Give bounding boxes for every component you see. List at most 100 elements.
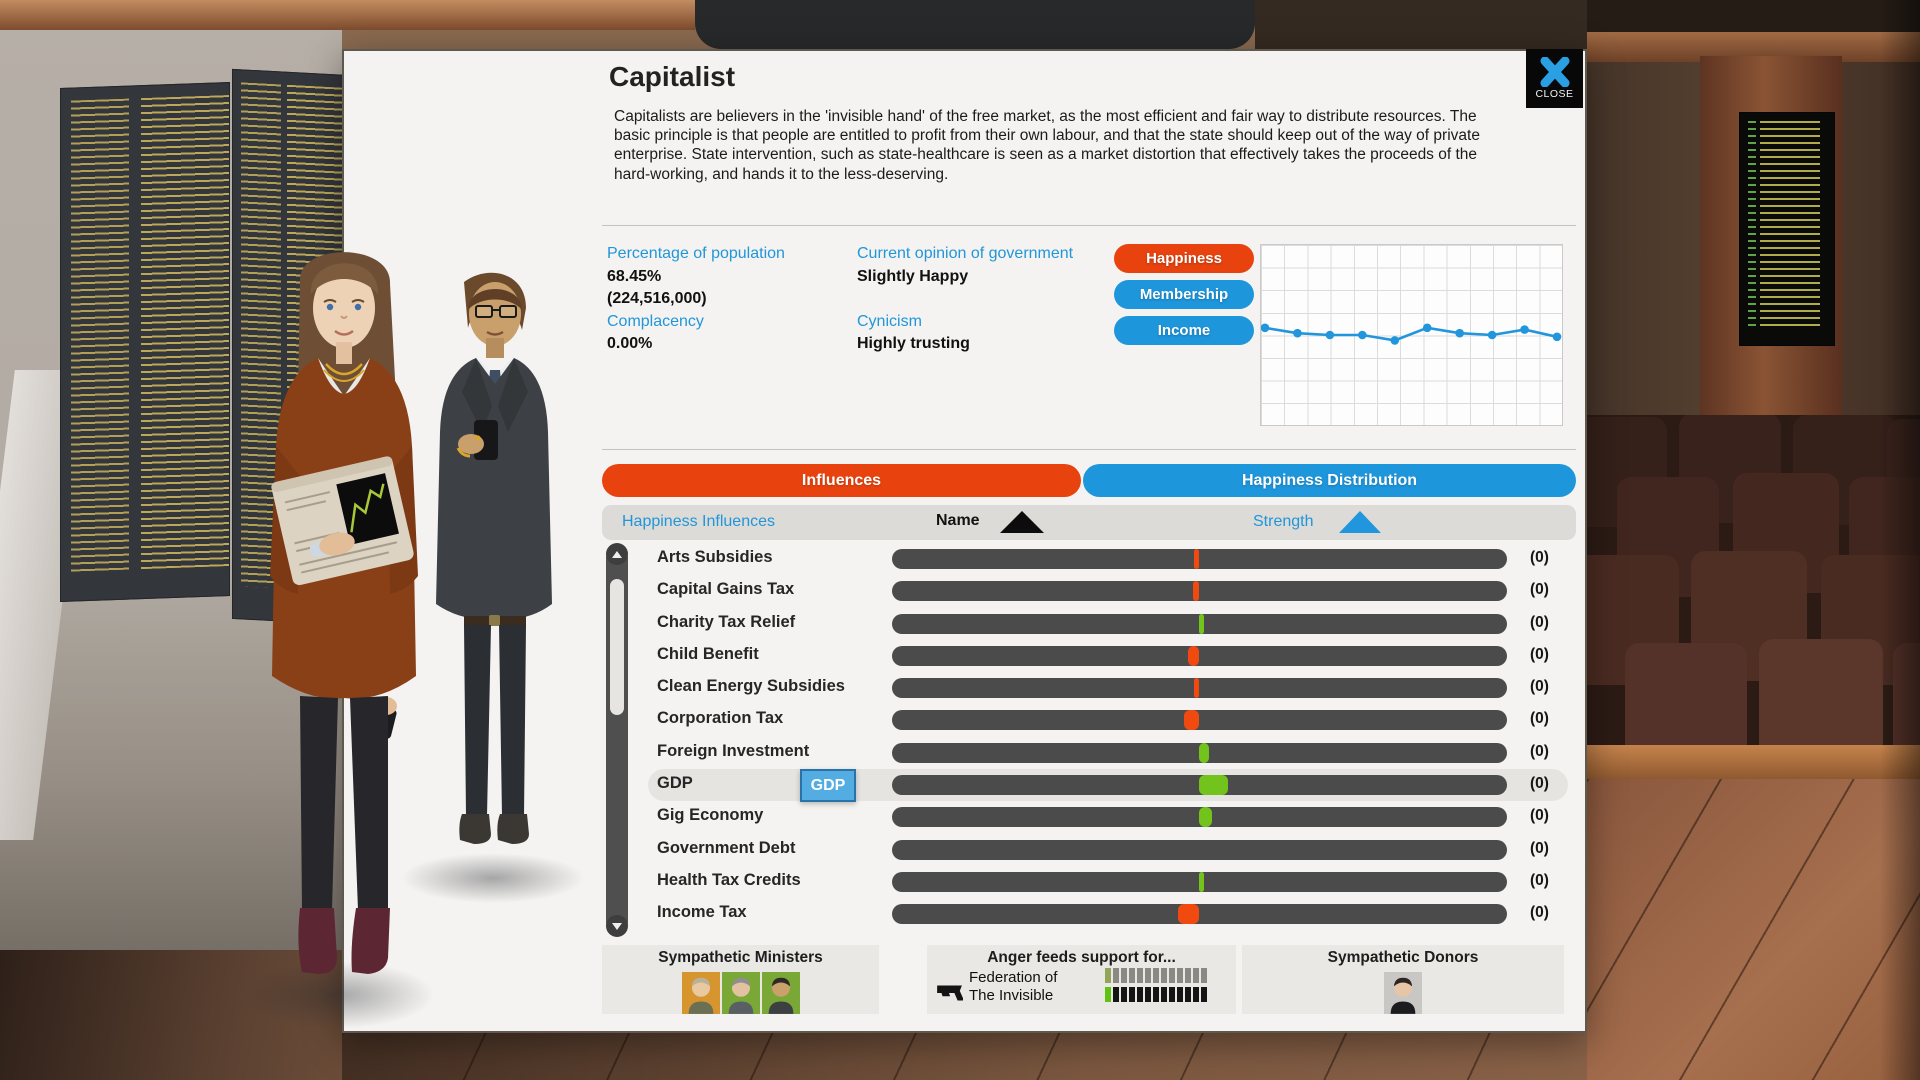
sort-by-strength[interactable]: Strength [1253,513,1314,530]
donor-portrait[interactable] [1384,972,1422,1014]
sympathetic-donors-box: Sympathetic Donors [1242,945,1564,1014]
influence-value: (0) [1530,775,1549,793]
influence-value: (0) [1530,710,1549,728]
support-bar [1105,987,1207,1002]
influence-strength-marker [1193,581,1199,602]
history-chart [1260,244,1563,426]
minister-portrait[interactable] [681,972,720,1014]
sort-strength-triangle-icon[interactable] [1339,511,1381,533]
influence-row[interactable]: GDP (0) GDP [602,769,1576,803]
scroll-down-button[interactable] [606,915,628,937]
influence-strength-marker [1199,807,1212,828]
minister-portrait[interactable] [761,972,800,1014]
right-shadow-edge [1880,0,1920,1080]
right-ceiling [1587,0,1920,32]
influence-name: Government Debt [657,838,796,857]
happiness-button[interactable]: Happiness [1114,244,1254,273]
influence-row[interactable]: Gig Economy (0) [602,801,1576,833]
group-description: Capitalists are believers in the 'invisi… [614,108,1480,183]
divider [602,225,1576,226]
population-stats: Percentage of population 68.45% (224,516… [607,243,785,356]
minister-portrait[interactable] [721,972,760,1014]
influence-strength-marker [1199,742,1209,763]
influence-name: Arts Subsidies [657,548,773,566]
influence-name: Health Tax Credits [657,870,801,889]
close-button[interactable]: CLOSE [1526,49,1583,108]
influence-strength-marker [1199,871,1204,892]
influence-row[interactable]: Government Debt (0) [602,834,1576,866]
floor-right [1587,779,1920,1080]
influence-value: (0) [1530,871,1549,889]
influence-name: Income Tax [657,903,747,922]
influence-name: Foreign Investment [657,741,810,760]
opinion-value: Slightly Happy [857,267,969,285]
complacency-label: Complacency [607,312,704,330]
debug-poster-right [1739,112,1835,346]
influence-strength-bar [892,549,1507,569]
influence-row[interactable]: Clean Energy Subsidies (0) [602,672,1576,704]
organisation-support-bars [1105,968,1207,1006]
arrow-down-icon [612,922,622,930]
organisation-name[interactable]: Federation of The Invisible [969,969,1057,1005]
population-label: Percentage of population [607,245,785,262]
opinion-label: Current opinion of government [857,245,1074,262]
influence-strength-bar [892,807,1507,828]
man-shadow [398,852,588,904]
influence-row[interactable]: Arts Subsidies (0) [602,543,1576,575]
influence-strength-marker [1184,710,1199,731]
scroll-up-button[interactable] [606,543,628,565]
dark-pillar [695,0,1255,49]
close-icon [1540,57,1569,87]
influence-strength-bar [892,678,1507,699]
income-button[interactable]: Income [1114,316,1254,345]
influences-table-header: Happiness Influences Name Strength [602,505,1576,540]
floor-bottom [342,1031,1587,1080]
woman-shadow [238,960,438,1030]
influence-value: (0) [1530,839,1549,857]
influence-name: Charity Tax Relief [657,612,796,631]
influence-value: (0) [1530,613,1549,631]
sympathetic-ministers-label: Sympathetic Ministers [658,949,823,966]
membership-button[interactable]: Membership [1114,280,1254,309]
influence-strength-marker [1188,645,1199,666]
tab-happiness-distribution[interactable]: Happiness Distribution [1083,464,1576,497]
list-scrollbar[interactable] [606,543,628,937]
auditorium-seats [1587,415,1920,747]
influence-strength-bar [892,839,1507,860]
influence-row[interactable]: Health Tax Credits (0) [602,866,1576,898]
scrollbar-thumb[interactable] [610,579,624,715]
influence-strength-bar [892,581,1507,602]
influence-strength-bar [892,742,1507,763]
influence-strength-bar [892,904,1507,925]
influence-row[interactable]: Foreign Investment (0) [602,737,1576,769]
wooden-step [1587,745,1920,779]
influence-strength-marker [1199,775,1228,796]
close-label: CLOSE [1535,88,1574,100]
capitalist-panel: CLOSE Capitalist Capitalists are believe… [342,49,1587,1033]
influence-strength-bar [892,645,1507,666]
divider [602,449,1576,450]
opinion-stats: Current opinion of government Slightly H… [857,243,1073,356]
sort-by-name[interactable]: Name [936,512,980,529]
minister-portraits [602,972,879,1014]
tab-influences[interactable]: Influences [602,464,1081,497]
influence-value: (0) [1530,904,1549,922]
floor-left [0,950,342,1080]
influence-name: Capital Gains Tax [657,580,795,599]
influence-row[interactable]: Capital Gains Tax (0) [602,575,1576,607]
influence-strength-bar [892,710,1507,731]
gdp-tooltip: GDP [800,769,856,803]
complacency-value: 0.00% [607,335,653,352]
influence-row[interactable]: Corporation Tax (0) [602,704,1576,736]
influence-row[interactable]: Charity Tax Relief (0) [602,608,1576,640]
influence-row[interactable]: Child Benefit (0) [602,640,1576,672]
influence-name: Clean Energy Subsidies [657,677,845,696]
influence-strength-marker [1194,678,1199,699]
history-chart-line [1261,323,1562,345]
influence-value: (0) [1530,678,1549,696]
gun-icon [937,985,963,1001]
debug-poster-left [60,82,230,602]
influence-row[interactable]: Income Tax (0) [602,898,1576,930]
sort-name-triangle-icon[interactable] [1000,511,1044,533]
population-count: (224,516,000) [607,290,707,307]
